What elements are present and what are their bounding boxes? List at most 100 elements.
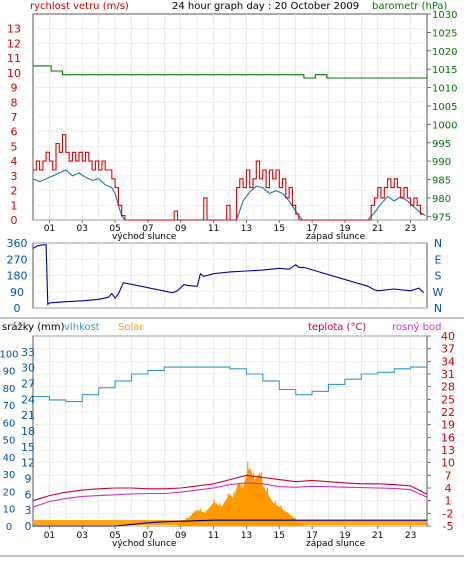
compass-tick: E — [435, 253, 442, 266]
wind-x-tick: 21 — [372, 224, 383, 234]
humidity-y-tick: 40 — [3, 453, 16, 464]
wind-y-tick: 6 — [11, 126, 18, 139]
wind-x-tick: 15 — [274, 224, 285, 234]
temp-y-tick: 7 — [445, 469, 452, 482]
baro-y-tick: 995 — [432, 139, 451, 150]
legend-temperature: teplota (°C) — [308, 322, 366, 333]
wind-average-line — [32, 169, 426, 221]
page-title: 24 hour graph day : 20 October 2009 — [172, 1, 359, 12]
sunset-label-1: západ slunce — [306, 232, 366, 242]
wind-y-tick: 8 — [11, 96, 18, 109]
humidity-y-tick: 0 — [6, 522, 12, 533]
wind-y-tick: 5 — [11, 140, 18, 153]
temp-y-tick: -2 — [443, 507, 454, 520]
baro-y-tick: 980 — [432, 194, 451, 205]
wind-x-ticks: 01 03 05 07 09 11 13 15 17 19 21 23 — [44, 220, 416, 234]
wind-x-tick: 13 — [241, 224, 252, 234]
thermo-x-tick: 13 — [241, 531, 252, 541]
temp-y-tick: 16 — [441, 431, 455, 444]
direction-panel-series — [32, 244, 425, 306]
temperature-line — [32, 474, 428, 502]
wind-y-tick: 7 — [11, 111, 18, 124]
wind-panel-grid — [33, 14, 427, 221]
temp-y-tick: 34 — [441, 355, 455, 368]
baro-y-tick: 1030 — [432, 10, 457, 21]
baro-y-tick: 1020 — [432, 47, 457, 58]
baro-y-ticks: 975 980 985 990 995 1000 1005 1010 1015 1020 1025 1… — [427, 10, 457, 223]
wind-y-tick: 0 — [11, 214, 18, 227]
wind-x-tick: 05 — [109, 224, 120, 234]
thermo-x-tick: 23 — [405, 531, 416, 541]
rain-y-tick: 9 — [25, 473, 32, 486]
temp-y-tick: 13 — [441, 444, 455, 457]
compass-tick: N — [434, 302, 442, 315]
rain-y-tick: 18 — [21, 425, 35, 438]
humidity-y-ticks: 0 10 20 30 40 50 60 70 80 90 100 — [0, 349, 19, 533]
wind-y-tick: 1 — [11, 199, 18, 212]
thermo-x-tick: 09 — [175, 531, 187, 541]
wind-axis-title: rychlost vetru (m/s) — [30, 1, 129, 12]
dewpoint-line — [32, 482, 428, 508]
baro-y-tick: 975 — [432, 212, 451, 223]
temp-y-tick: 28 — [441, 381, 455, 394]
baro-y-tick: 1015 — [432, 65, 457, 76]
rain-y-tick: 15 — [21, 441, 35, 454]
wind-y-tick: 10 — [7, 67, 21, 80]
compass-tick: W — [433, 286, 444, 299]
thermo-x-tick: 21 — [372, 531, 383, 541]
humidity-y-tick: 60 — [3, 418, 16, 429]
temp-y-tick: 22 — [441, 406, 455, 419]
compass-tick: N — [434, 237, 442, 250]
rain-y-tick: 24 — [21, 393, 35, 406]
sunrise-label-3: východ slunce — [112, 539, 177, 549]
wind-y-tick: 3 — [11, 170, 18, 183]
wind-y-tick: 13 — [7, 23, 21, 36]
wind-direction-line — [32, 244, 425, 306]
humidity-y-tick: 50 — [3, 436, 16, 447]
direction-y-tick: 90 — [10, 286, 24, 299]
thermo-x-tick: 07 — [142, 531, 153, 541]
legend-solar: Solar — [118, 322, 144, 333]
baro-y-tick: 985 — [432, 176, 451, 187]
temp-y-tick: 19 — [441, 419, 455, 432]
temp-y-tick: -5 — [443, 520, 454, 533]
wind-x-tick: 09 — [175, 224, 187, 234]
humidity-y-tick: 20 — [3, 487, 16, 498]
thermo-x-tick: 11 — [208, 531, 219, 541]
direction-y-ticks: 0 90 180 270 360 — [7, 237, 28, 315]
legend-rain: srážky (mm) — [2, 321, 65, 333]
thermo-x-tick: 15 — [274, 531, 285, 541]
direction-y-tick: 270 — [7, 253, 28, 266]
wind-x-tick: 23 — [405, 224, 416, 234]
thermo-panel-series — [32, 366, 428, 527]
baro-y-tick: 1025 — [432, 28, 457, 39]
thermo-x-tick: 01 — [44, 531, 55, 541]
baro-y-tick: 1000 — [432, 120, 457, 131]
rain-y-tick: 3 — [25, 504, 32, 517]
rain-y-ticks: 0 3 6 9 12 15 18 21 24 27 30 33 — [21, 346, 35, 533]
temp-y-tick: 25 — [441, 393, 455, 406]
wind-y-tick: 9 — [11, 82, 18, 95]
wind-y-tick: 12 — [7, 37, 21, 50]
direction-y-tick: 0 — [14, 302, 21, 315]
humidity-line — [33, 366, 427, 403]
rain-y-tick: 21 — [21, 409, 35, 422]
wind-y-tick: 4 — [11, 155, 18, 168]
direction-panel-grid — [33, 242, 427, 309]
rain-y-tick: 30 — [21, 362, 35, 375]
sunrise-label-1: východ slunce — [112, 232, 177, 242]
temp-y-tick: 37 — [441, 343, 455, 356]
thermo-x-ticks: 01 03 05 07 09 11 13 15 17 19 21 23 — [44, 526, 416, 541]
legend-dewpoint: rosný bod — [392, 321, 441, 333]
rain-y-tick: 27 — [21, 378, 35, 391]
temp-y-tick: 10 — [441, 457, 455, 470]
wind-x-tick: 01 — [44, 224, 55, 234]
wind-gust-line — [33, 134, 424, 221]
baro-y-tick: 1005 — [432, 102, 457, 113]
humidity-y-tick: 70 — [3, 401, 16, 412]
